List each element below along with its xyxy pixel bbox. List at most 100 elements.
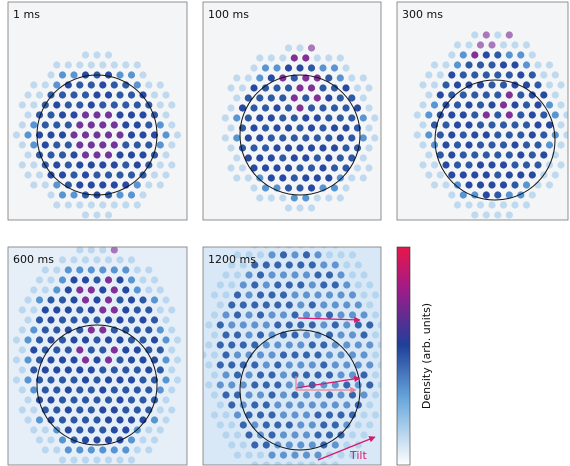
site: [511, 161, 519, 169]
site: [81, 396, 90, 404]
site: [453, 181, 462, 189]
site: [371, 114, 379, 122]
site: [139, 91, 147, 99]
site: [302, 351, 311, 359]
site: [58, 316, 67, 324]
site: [216, 381, 224, 389]
site: [360, 271, 368, 279]
site: [47, 191, 55, 199]
site: [348, 291, 357, 299]
site: [285, 301, 293, 309]
site: [331, 461, 339, 465]
site: [442, 141, 450, 149]
site: [296, 104, 304, 112]
site: [413, 111, 421, 119]
site: [116, 296, 124, 304]
site: [18, 346, 26, 354]
site: [76, 161, 84, 169]
site: [81, 171, 90, 179]
site: [256, 371, 265, 379]
site: [505, 131, 513, 139]
site: [371, 371, 380, 379]
site: [53, 141, 61, 149]
site: [150, 396, 159, 404]
site: [360, 431, 368, 439]
site: [64, 161, 72, 169]
site: [551, 171, 559, 179]
site: [279, 451, 288, 459]
site: [110, 386, 118, 394]
site: [320, 401, 328, 409]
site: [482, 71, 490, 79]
site: [377, 341, 381, 349]
site: [76, 386, 84, 394]
site: [70, 276, 78, 284]
site: [24, 336, 32, 344]
site: [216, 341, 224, 349]
site: [156, 346, 164, 354]
site: [227, 104, 235, 112]
site: [325, 311, 334, 319]
site: [81, 296, 90, 304]
site: [262, 261, 270, 269]
site: [162, 296, 170, 304]
site: [302, 74, 310, 82]
site: [139, 436, 147, 444]
site: [104, 376, 113, 384]
site: [517, 111, 525, 119]
site: [35, 436, 44, 444]
site: [296, 84, 304, 92]
site: [110, 181, 118, 189]
site: [205, 321, 213, 329]
site: [343, 441, 351, 449]
site: [210, 351, 219, 359]
site: [528, 151, 536, 159]
site: [156, 326, 164, 334]
site: [216, 401, 224, 409]
site: [448, 131, 456, 139]
site: [41, 426, 49, 434]
site: [499, 181, 508, 189]
site: [87, 81, 95, 89]
site: [139, 336, 147, 344]
site: [314, 391, 322, 399]
site: [459, 51, 467, 59]
site: [331, 261, 339, 269]
site: [314, 351, 322, 359]
site: [245, 411, 253, 419]
site: [58, 91, 67, 99]
site: [325, 291, 334, 299]
site: [476, 101, 485, 109]
site: [320, 361, 328, 369]
site: [93, 131, 101, 139]
site: [110, 141, 118, 149]
site: [313, 154, 321, 162]
site: [494, 171, 502, 179]
site: [116, 191, 124, 199]
site: [93, 111, 101, 119]
site: [104, 256, 113, 264]
site: [245, 431, 253, 439]
site: [256, 451, 265, 459]
site: [268, 231, 275, 238]
site: [476, 81, 485, 89]
site: [216, 321, 224, 329]
site: [488, 161, 496, 169]
site: [430, 81, 439, 89]
site: [256, 311, 265, 319]
site: [279, 74, 287, 82]
site: [471, 211, 479, 219]
site: [448, 71, 456, 79]
site: [93, 171, 101, 179]
site: [18, 366, 26, 374]
site: [87, 181, 95, 189]
site: [70, 316, 78, 324]
site: [110, 161, 118, 169]
site: [285, 261, 293, 269]
site: [314, 291, 322, 299]
site: [251, 361, 259, 369]
site: [261, 144, 270, 152]
site: [245, 391, 253, 399]
site: [162, 396, 170, 404]
site: [274, 321, 282, 329]
